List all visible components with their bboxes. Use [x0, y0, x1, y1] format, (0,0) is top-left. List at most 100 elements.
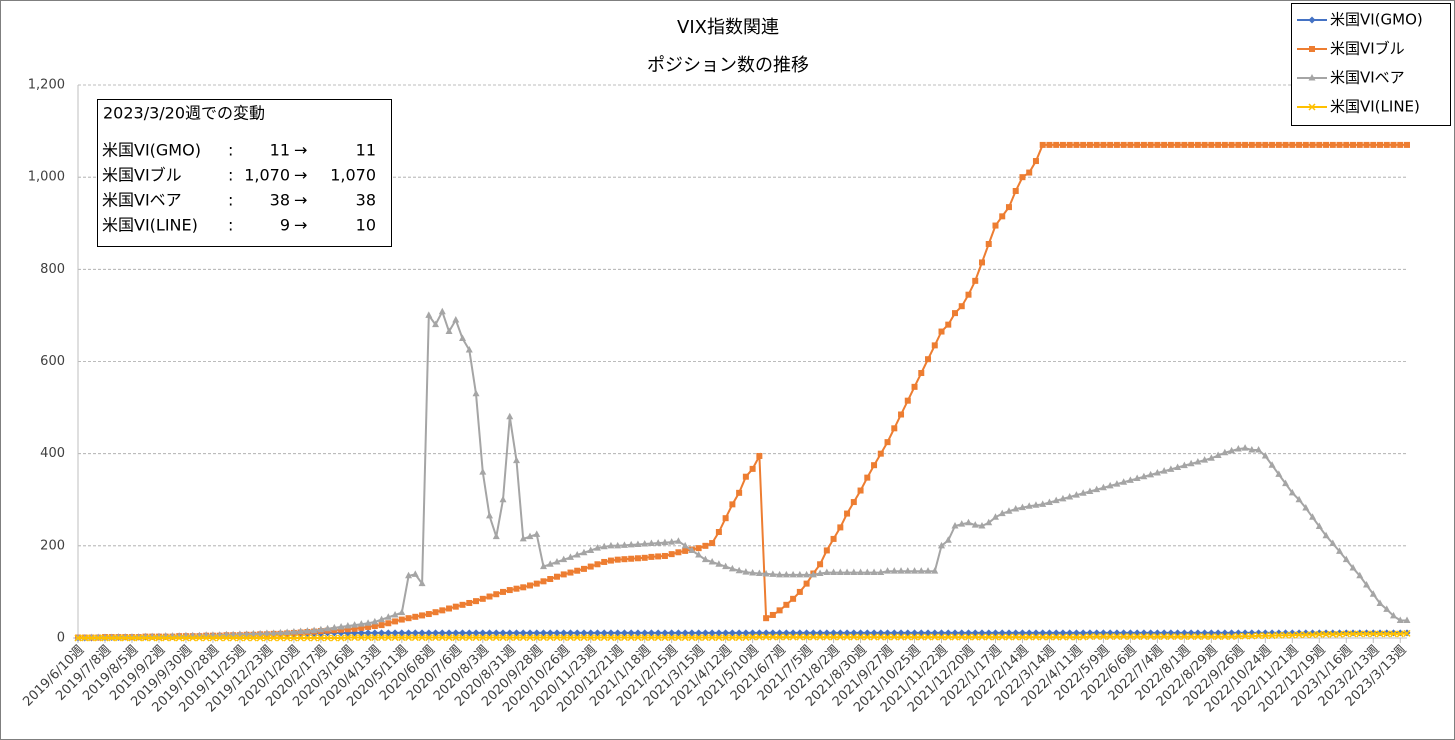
annotation-label: 米国VIベア — [102, 191, 182, 210]
data-point — [465, 629, 473, 637]
data-point — [836, 568, 844, 576]
data-point — [1120, 478, 1128, 485]
data-point — [837, 524, 844, 531]
data-point — [674, 537, 682, 544]
data-point — [384, 629, 392, 637]
data-point — [297, 627, 305, 635]
data-point — [419, 612, 426, 619]
data-point — [1066, 633, 1074, 641]
data-point — [445, 327, 453, 335]
data-point — [863, 568, 871, 576]
data-point — [614, 629, 622, 637]
data-point — [668, 629, 676, 637]
data-point — [297, 634, 305, 642]
data-point — [148, 634, 156, 642]
data-point — [472, 629, 480, 637]
data-point — [769, 570, 777, 577]
data-point — [1390, 611, 1398, 619]
data-point — [513, 585, 520, 592]
data-point — [722, 634, 730, 642]
data-point — [682, 547, 689, 554]
data-point — [1370, 141, 1377, 148]
data-point — [256, 629, 264, 637]
data-point — [945, 321, 952, 328]
data-point — [418, 634, 426, 642]
data-point — [526, 634, 534, 642]
data-point — [1349, 563, 1357, 571]
data-point — [776, 633, 784, 641]
data-point — [479, 595, 486, 602]
data-point — [884, 567, 892, 574]
data-point — [634, 634, 642, 642]
data-point — [303, 634, 311, 642]
data-point — [539, 562, 547, 570]
data-point — [513, 629, 521, 637]
data-point — [546, 634, 554, 642]
data-point — [553, 573, 560, 580]
data-point — [1309, 631, 1317, 639]
data-point — [1161, 141, 1168, 148]
data-point — [492, 532, 500, 540]
data-point — [1329, 539, 1337, 547]
data-point — [465, 634, 473, 642]
data-point — [411, 629, 419, 637]
data-point — [276, 634, 284, 642]
data-point — [357, 629, 365, 637]
data-point — [493, 591, 500, 598]
data-point — [823, 568, 831, 576]
data-point — [384, 634, 392, 642]
data-point — [351, 621, 359, 628]
data-point — [135, 634, 143, 642]
data-point — [364, 634, 372, 642]
legend-label: 米国VIベア — [1330, 69, 1405, 87]
data-point — [790, 595, 797, 602]
data-point — [587, 546, 595, 553]
data-point — [1032, 158, 1039, 165]
data-point — [1261, 451, 1269, 459]
data-point — [1295, 631, 1303, 639]
data-point — [391, 629, 399, 637]
data-point — [1126, 476, 1134, 483]
data-point — [924, 567, 932, 574]
data-point — [547, 576, 554, 583]
data-point — [1356, 141, 1363, 148]
data-point — [614, 634, 622, 642]
data-point — [1248, 632, 1256, 640]
data-point — [1214, 451, 1222, 459]
data-point — [1329, 141, 1336, 148]
data-point — [1052, 496, 1060, 504]
data-point — [877, 450, 884, 457]
data-point — [351, 625, 358, 632]
data-point — [958, 303, 965, 310]
data-point — [1255, 141, 1262, 148]
data-point — [1315, 630, 1323, 638]
data-point — [94, 634, 102, 642]
data-point — [695, 629, 703, 637]
data-point — [1153, 469, 1161, 476]
data-point — [803, 633, 811, 641]
data-point — [911, 567, 919, 574]
y-tick-label: 600 — [40, 354, 65, 369]
data-point — [587, 634, 595, 642]
data-point — [782, 633, 790, 641]
data-point — [1349, 630, 1357, 638]
data-point — [661, 538, 669, 546]
data-point — [378, 615, 386, 623]
data-point — [688, 629, 696, 637]
data-point — [1362, 630, 1371, 638]
data-point — [385, 620, 392, 627]
data-point — [452, 634, 460, 642]
data-point — [1403, 616, 1411, 623]
data-point — [870, 633, 878, 641]
data-point — [593, 629, 601, 637]
data-point — [560, 629, 568, 637]
data-point — [1079, 489, 1087, 496]
data-point — [1167, 633, 1175, 641]
data-point — [627, 634, 635, 642]
data-point — [351, 634, 359, 642]
data-point — [1012, 187, 1019, 194]
data-point — [668, 634, 676, 642]
data-point — [357, 620, 365, 627]
data-point — [864, 474, 871, 481]
data-point — [1005, 204, 1012, 211]
